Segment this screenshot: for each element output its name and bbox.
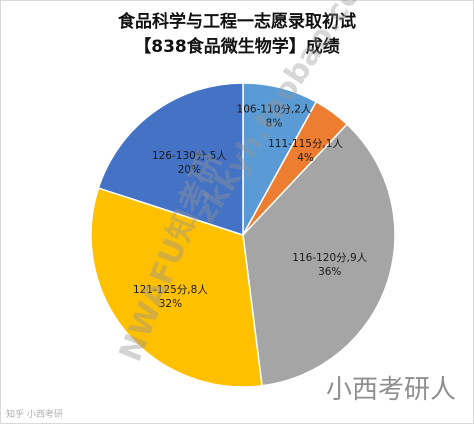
slice-label: 121-125分,8人 [133, 284, 208, 296]
pie-slices [90, 82, 396, 388]
pie-slice [97, 82, 244, 237]
slice-percent-label: 4% [297, 152, 314, 164]
slice-label: 106-110分,2人 [237, 103, 312, 115]
slice-percent-label: 8% [266, 117, 283, 129]
slice-label: 126-130分,5人 [152, 150, 227, 162]
slice-percent-label: 36% [318, 266, 341, 278]
chart-title-line1: 食品科学与工程一志愿录取初试 [118, 12, 356, 32]
chart-title: 食品科学与工程一志愿录取初试 【838食品微生物学】成绩 [0, 10, 474, 60]
pie-labels: 106-110分,2人 8% 111-115分,1人 4% 116-120分,9人 36%… [133, 103, 368, 310]
slice-label: 116-120分,9人 [292, 252, 367, 264]
slice-percent-label: 32% [159, 298, 182, 310]
slice-label: 111-115分,1人 [268, 138, 343, 150]
slice-percent-label: 20% [178, 164, 201, 176]
pie-slice [242, 123, 396, 387]
pie-slice [90, 187, 263, 388]
chart-title-line2: 【838食品微生物学】成绩 [134, 37, 340, 57]
